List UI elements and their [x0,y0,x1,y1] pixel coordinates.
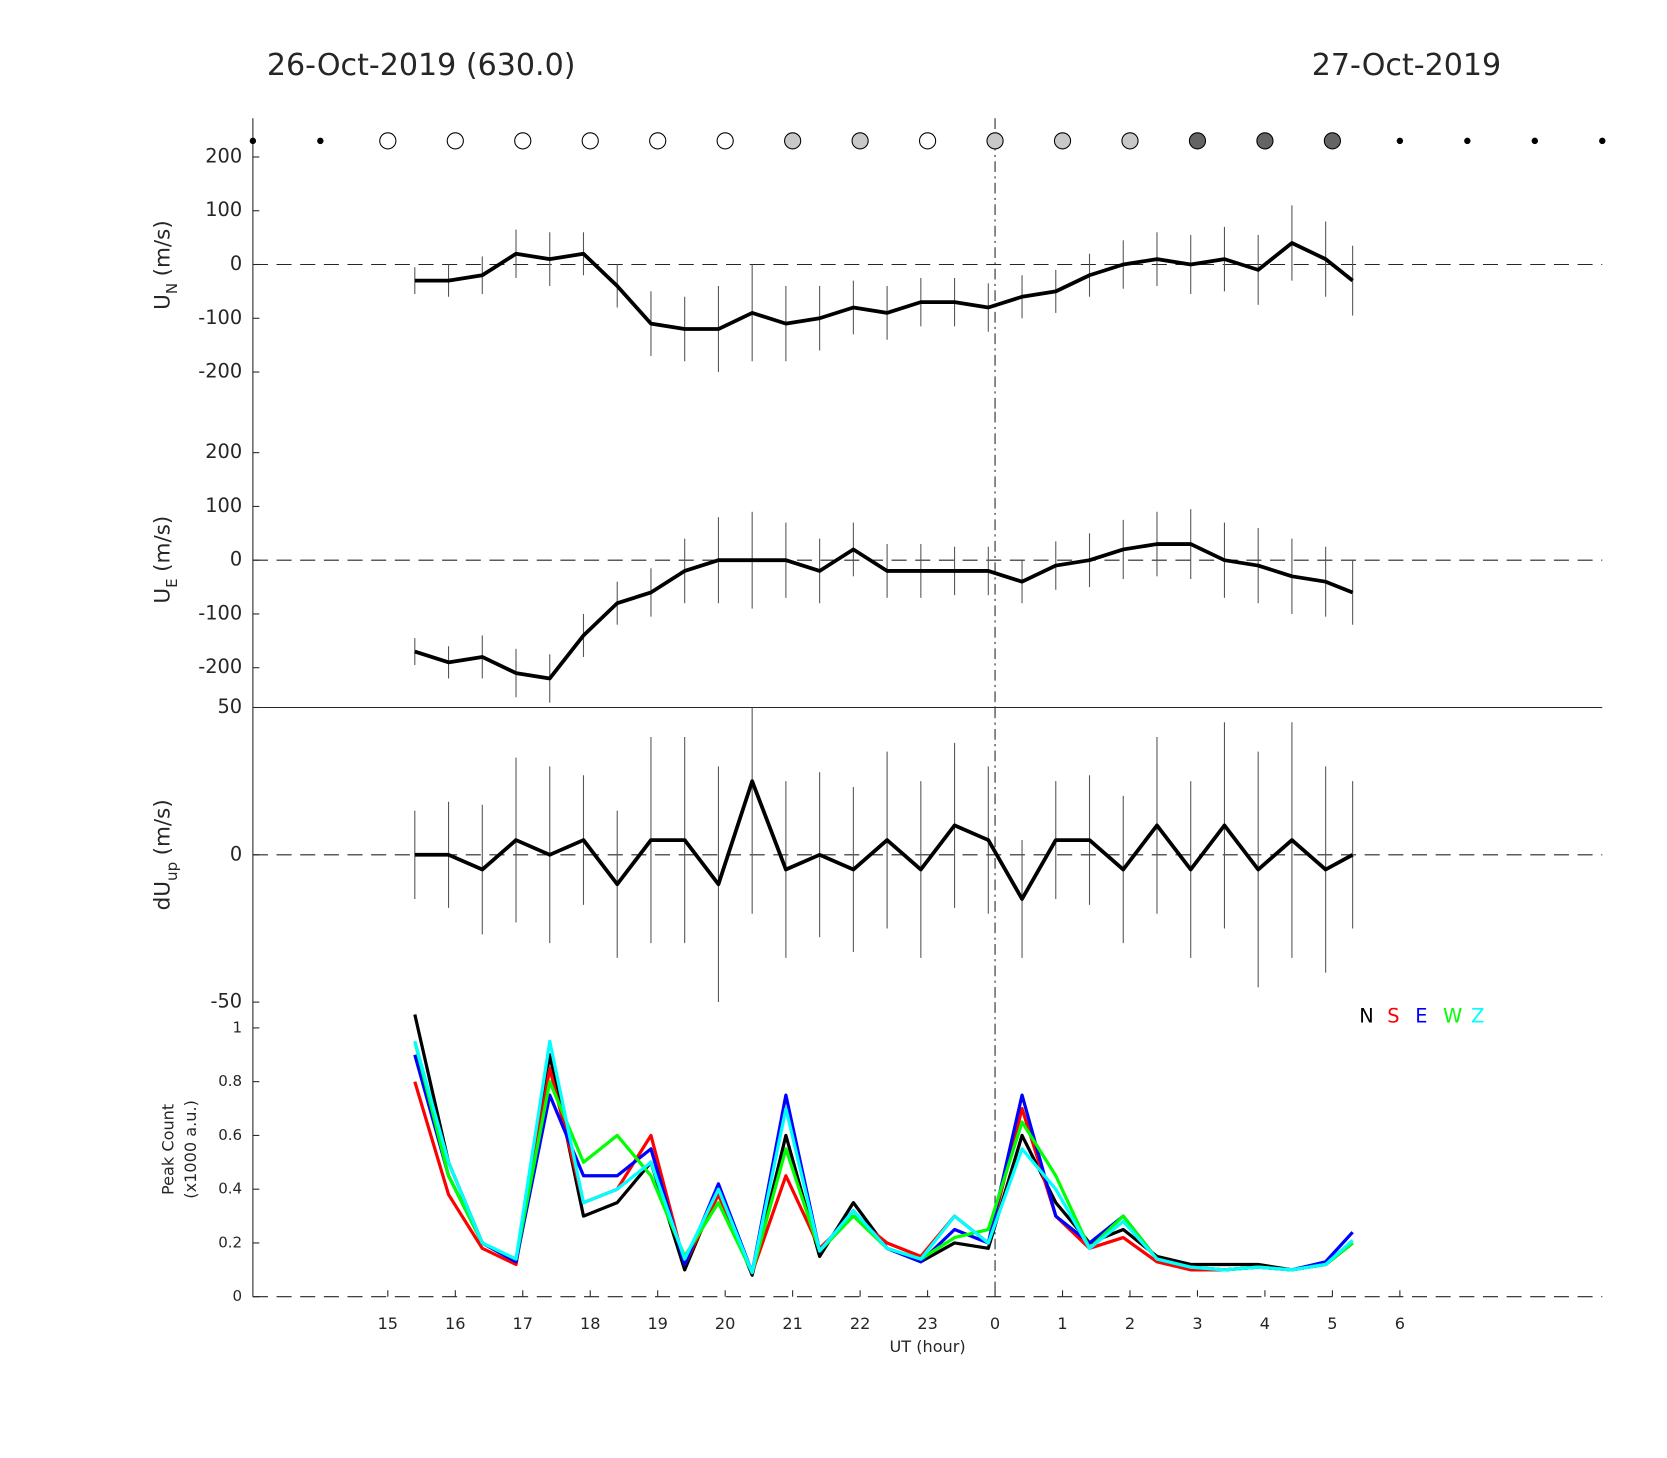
y-axis-label: UE (m/s) [151,516,181,604]
y-label-main: U [151,588,176,604]
x-tick-label: 3 [1192,1314,1202,1333]
sky-marker [514,132,532,150]
y-tick-label: 100 [205,198,242,221]
sky-marker [1053,132,1072,150]
legend-entry: E [1415,1005,1427,1028]
sky-marker [1464,137,1471,145]
legend-entry: S [1387,1005,1399,1028]
title-right: 27-Oct-2019 [1312,48,1501,83]
sky-marker [317,137,324,145]
x-tick-label: 16 [445,1314,466,1333]
legend-entry: N [1359,1005,1373,1028]
legend-entry: W [1443,1005,1462,1028]
x-tick-label: 17 [513,1314,534,1333]
x-tick-label: 0 [990,1314,1000,1333]
count-line [413,1039,1354,1275]
wind-line [414,241,1354,331]
sky-marker [716,132,734,150]
y-tick-label: -200 [198,655,242,678]
x-tick-label: 22 [850,1314,871,1333]
sky-marker [581,132,599,150]
x-axis-label: UT (hour) [889,1337,965,1356]
plot-area [413,1014,1354,1277]
y-tick-label: 0 [230,548,242,571]
x-tick-label: 19 [647,1314,668,1333]
y-axis-label: UN (m/s) [151,220,181,310]
sky-marker [1256,132,1274,150]
sky-marker [918,132,937,150]
y-tick-label: 50 [218,695,243,718]
x-tick-label: 6 [1395,1314,1405,1333]
sky-marker [784,132,802,150]
count-line [413,1066,1354,1275]
y-tick-label: -200 [198,360,242,383]
y-tick-label: -100 [198,601,242,624]
sky-marker [249,137,257,145]
wind-line [414,542,1354,681]
y-label-main: U [151,294,176,310]
sky-marker [851,132,869,150]
y-tick-label: 200 [205,144,242,167]
y-tick-label: 100 [205,494,242,517]
sky-marker [1188,132,1207,150]
legend-entry: Z [1471,1005,1484,1028]
count-line [413,1014,1354,1277]
y-label-sub: N [163,283,181,294]
x-tick-label: 18 [580,1314,601,1333]
plot-area [414,205,1354,373]
plot-area [414,509,1354,703]
y-tick-label: -50 [211,990,243,1013]
sky-marker [1531,137,1539,145]
sky-marker [1121,132,1139,150]
sky-marker [1323,132,1342,150]
x-tick-label: 23 [917,1314,938,1333]
y-label-unit: (m/s) [151,220,176,276]
y-label-unit: (m/s) [151,516,176,572]
title-left: 26-Oct-2019 (630.0) [267,48,576,83]
y-tick-label: -100 [198,306,242,329]
y-tick-label: 0.4 [218,1180,242,1198]
sky-marker [1396,137,1404,145]
y-tick-label: 1 [233,1018,243,1036]
y-axis-label: Peak Count [159,1104,178,1195]
wind-line [414,779,1354,901]
y-axis-label: dUup (m/s) [151,799,181,910]
sky-marker [379,132,397,150]
y-tick-label: 0.2 [218,1233,242,1251]
sky-marker [986,132,1004,150]
sky-marker [446,132,464,150]
y-tick-label: 0 [230,842,242,865]
x-tick-label: 15 [378,1314,399,1333]
y-tick-label: 0 [233,1287,243,1305]
y-tick-label: 0.6 [218,1126,242,1144]
x-tick-label: 5 [1327,1314,1337,1333]
y-tick-label: 200 [205,440,242,463]
y-label-main: dU [151,881,176,910]
y-label-unit: (m/s) [151,799,176,855]
y-tick-label: 0 [230,252,242,275]
y-label-sub: up [163,862,181,881]
y-label-sub: E [163,578,181,588]
x-tick-label: 2 [1125,1314,1135,1333]
x-tick-label: 4 [1260,1314,1270,1333]
sky-marker [649,132,667,150]
x-tick-label: 21 [782,1314,803,1333]
plot-area [414,707,1354,1003]
y-axis-label: (x1000 a.u.) [181,1100,200,1199]
sky-marker [1599,137,1606,145]
x-tick-label: 20 [715,1314,736,1333]
y-tick-label: 0.8 [218,1072,242,1090]
x-tick-label: 1 [1057,1314,1067,1333]
